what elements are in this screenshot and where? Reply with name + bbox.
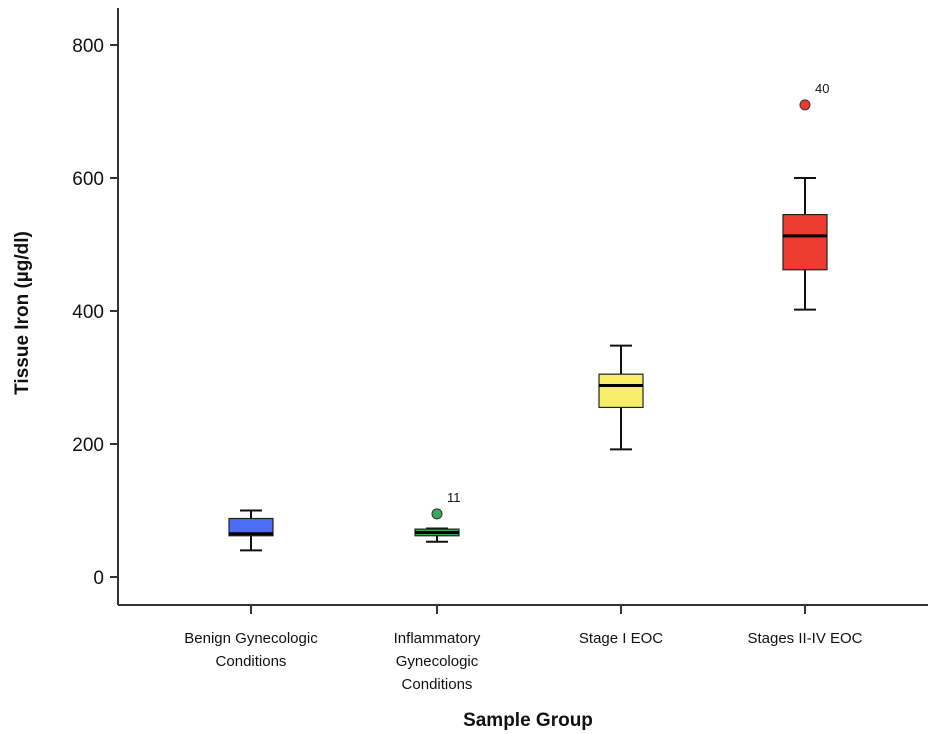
outlier-point xyxy=(431,508,443,520)
x-ticks: Benign Gynecologic ConditionsInflammatory… xyxy=(184,605,863,693)
iqr-box xyxy=(228,517,274,537)
box-group: 40 xyxy=(782,81,829,311)
y-axis-title: Tissue Iron (µg/dl) xyxy=(12,231,33,395)
outlier-label: 40 xyxy=(815,81,829,96)
x-tick-label-line: Inflammatory xyxy=(394,630,481,647)
boxes: 11 40 xyxy=(228,81,829,552)
y-tick-label: 200 xyxy=(72,435,104,456)
y-tick-label: 400 xyxy=(72,302,104,323)
x-tick-label: Stages II-IV EOC xyxy=(747,630,862,647)
box-group: 11 xyxy=(414,490,461,543)
x-tick-label: Stage I EOC xyxy=(579,630,663,647)
outlier-label: 11 xyxy=(447,490,461,505)
iqr-box xyxy=(598,373,644,409)
outlier-point xyxy=(799,99,811,111)
x-axis-title: Sample Group xyxy=(463,710,593,731)
y-ticks: 0 200 400 600 800 xyxy=(72,36,118,589)
axes xyxy=(117,8,928,606)
x-tick-label-line: Conditions xyxy=(402,676,473,693)
y-tick-label: 0 xyxy=(93,568,104,589)
x-tick-label: Inflammatory Gynecologic Conditions xyxy=(394,630,481,693)
x-tick-label: Benign Gynecologic Conditions xyxy=(184,630,318,670)
x-tick-label-line: Conditions xyxy=(216,653,287,670)
x-tick-label-line: Gynecologic xyxy=(396,653,479,670)
y-tick-label: 800 xyxy=(72,36,104,57)
iqr-box xyxy=(782,213,828,271)
y-tick-label: 600 xyxy=(72,169,104,190)
x-tick-label-line: Stage I EOC xyxy=(579,630,663,647)
box-group xyxy=(228,509,274,552)
box-group xyxy=(598,344,644,451)
x-tick-label-line: Benign Gynecologic xyxy=(184,630,318,647)
x-tick-label-line: Stages II-IV EOC xyxy=(747,630,862,647)
